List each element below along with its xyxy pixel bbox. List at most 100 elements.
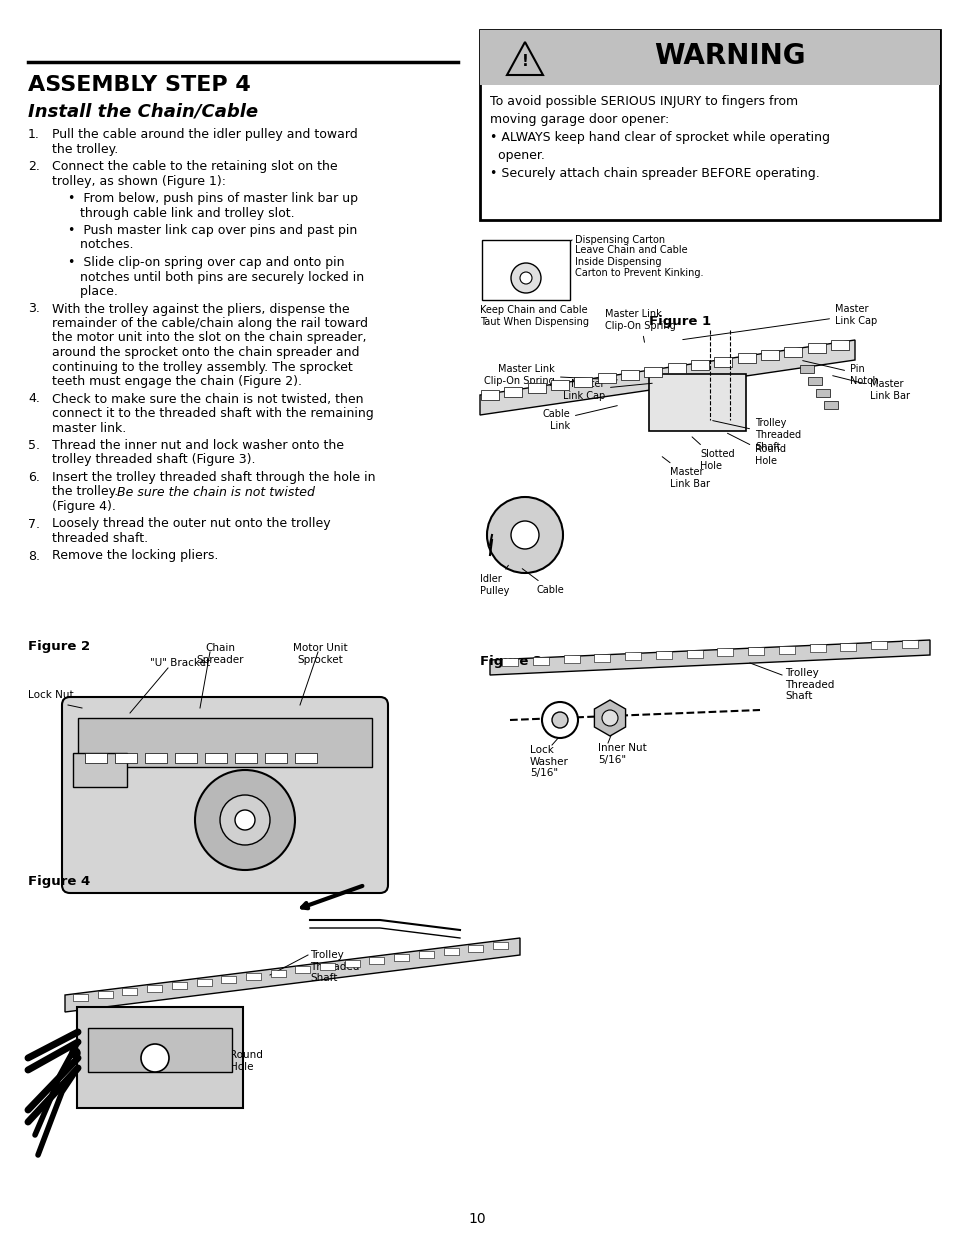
Text: To avoid possible SERIOUS INJURY to fingers from: To avoid possible SERIOUS INJURY to fing… xyxy=(490,95,798,107)
Bar xyxy=(418,951,434,958)
Text: !: ! xyxy=(521,54,528,69)
Bar xyxy=(747,647,763,655)
Bar xyxy=(778,646,794,653)
Circle shape xyxy=(511,263,540,293)
Circle shape xyxy=(194,769,294,869)
Text: Figure 3: Figure 3 xyxy=(479,655,541,668)
Bar xyxy=(809,645,825,652)
Text: "U" Bracket: "U" Bracket xyxy=(150,658,210,668)
Text: 7.: 7. xyxy=(28,517,40,531)
FancyBboxPatch shape xyxy=(88,1028,232,1072)
Bar xyxy=(246,973,261,979)
Bar xyxy=(807,377,821,385)
Bar xyxy=(73,994,88,1002)
Bar xyxy=(480,390,498,400)
Text: Remove the locking pliers.: Remove the locking pliers. xyxy=(52,550,218,562)
Text: Master
Link Bar: Master Link Bar xyxy=(661,457,709,489)
Text: connect it to the threaded shaft with the remaining: connect it to the threaded shaft with th… xyxy=(52,408,374,420)
Text: Install the Chain/Cable: Install the Chain/Cable xyxy=(28,103,258,120)
Bar xyxy=(205,753,227,763)
Bar xyxy=(563,656,578,663)
Bar xyxy=(468,945,483,952)
Bar xyxy=(815,389,829,396)
Bar xyxy=(481,240,569,300)
Bar xyxy=(532,657,548,664)
Bar xyxy=(594,653,610,662)
Text: • Securely attach chain spreader BEFORE operating.: • Securely attach chain spreader BEFORE … xyxy=(490,167,819,180)
Bar xyxy=(97,990,112,998)
Text: Round
Hole: Round Hole xyxy=(727,433,785,466)
Bar xyxy=(115,753,137,763)
Circle shape xyxy=(486,496,562,573)
Text: the motor unit into the slot on the chain spreader,: the motor unit into the slot on the chai… xyxy=(52,331,366,345)
Circle shape xyxy=(552,713,567,727)
Bar xyxy=(551,380,568,390)
Text: notches.: notches. xyxy=(60,238,133,252)
Circle shape xyxy=(541,701,578,739)
Text: Round
Hole: Round Hole xyxy=(230,1050,263,1072)
Bar xyxy=(760,350,779,359)
Bar xyxy=(265,753,287,763)
Text: Slotted
Hole: Slotted Hole xyxy=(691,437,734,471)
Circle shape xyxy=(519,272,532,284)
Text: WARNING: WARNING xyxy=(654,42,805,69)
Text: ASSEMBLY STEP 4: ASSEMBLY STEP 4 xyxy=(28,75,251,95)
Bar xyxy=(147,984,162,992)
Text: Keep Chain and Cable
Taut When Dispensing: Keep Chain and Cable Taut When Dispensin… xyxy=(479,305,588,326)
Bar xyxy=(122,988,137,995)
Text: 3.: 3. xyxy=(28,303,40,315)
Text: Be sure the chain is not twisted: Be sure the chain is not twisted xyxy=(117,485,314,499)
Polygon shape xyxy=(479,340,854,415)
Bar xyxy=(319,963,335,971)
Bar xyxy=(504,387,522,396)
Text: through cable link and trolley slot.: through cable link and trolley slot. xyxy=(60,206,294,220)
Bar xyxy=(221,976,236,983)
Bar xyxy=(597,373,615,383)
Polygon shape xyxy=(506,42,542,75)
Text: master link.: master link. xyxy=(52,421,126,435)
Text: 4.: 4. xyxy=(28,393,40,405)
Text: Master Link
Clip-On Spring: Master Link Clip-On Spring xyxy=(484,364,617,385)
Bar xyxy=(234,753,256,763)
Bar xyxy=(655,651,671,659)
Polygon shape xyxy=(65,939,519,1011)
Text: the trolley.: the trolley. xyxy=(52,142,118,156)
Text: trolley, as shown (Figure 1):: trolley, as shown (Figure 1): xyxy=(52,174,226,188)
Text: • ALWAYS keep hand clear of sprocket while operating: • ALWAYS keep hand clear of sprocket whi… xyxy=(490,131,829,144)
Text: 8.: 8. xyxy=(28,550,40,562)
Text: threaded shaft.: threaded shaft. xyxy=(52,532,148,545)
Bar xyxy=(344,961,359,967)
Text: Leave Chain and Cable
Inside Dispensing
Carton to Prevent Kinking.: Leave Chain and Cable Inside Dispensing … xyxy=(575,245,702,278)
Text: Trolley
Threaded
Shaft: Trolley Threaded Shaft xyxy=(784,668,834,701)
FancyBboxPatch shape xyxy=(77,1007,243,1108)
Text: Lock Nut: Lock Nut xyxy=(28,690,73,700)
Polygon shape xyxy=(490,640,929,676)
Text: Chain
Spreader: Chain Spreader xyxy=(196,643,244,664)
Circle shape xyxy=(141,1044,169,1072)
Text: •  Push master link cap over pins and past pin: • Push master link cap over pins and pas… xyxy=(60,224,356,237)
Circle shape xyxy=(220,795,270,845)
Text: Check to make sure the chain is not twisted, then: Check to make sure the chain is not twis… xyxy=(52,393,363,405)
Bar xyxy=(783,347,801,357)
Bar xyxy=(479,30,939,220)
Bar xyxy=(686,650,701,658)
Text: place.: place. xyxy=(60,285,118,298)
FancyBboxPatch shape xyxy=(648,374,745,431)
Text: Idler
Pulley: Idler Pulley xyxy=(479,566,509,595)
Bar xyxy=(85,753,107,763)
Bar xyxy=(624,652,640,661)
FancyBboxPatch shape xyxy=(73,753,127,787)
Bar xyxy=(295,967,310,973)
Bar xyxy=(714,357,732,367)
Text: Trolley
Threaded
Shaft: Trolley Threaded Shaft xyxy=(712,419,801,452)
Bar xyxy=(172,982,187,989)
Bar xyxy=(823,401,837,409)
Text: remainder of the cable/chain along the rail toward: remainder of the cable/chain along the r… xyxy=(52,317,368,330)
Text: Cable
Link: Cable Link xyxy=(541,405,617,431)
Text: Inner Nut
5/16": Inner Nut 5/16" xyxy=(598,743,646,764)
Bar xyxy=(690,359,708,370)
Bar xyxy=(620,370,639,380)
Text: moving garage door opener:: moving garage door opener: xyxy=(490,112,669,126)
Circle shape xyxy=(234,810,254,830)
Circle shape xyxy=(70,1049,80,1058)
